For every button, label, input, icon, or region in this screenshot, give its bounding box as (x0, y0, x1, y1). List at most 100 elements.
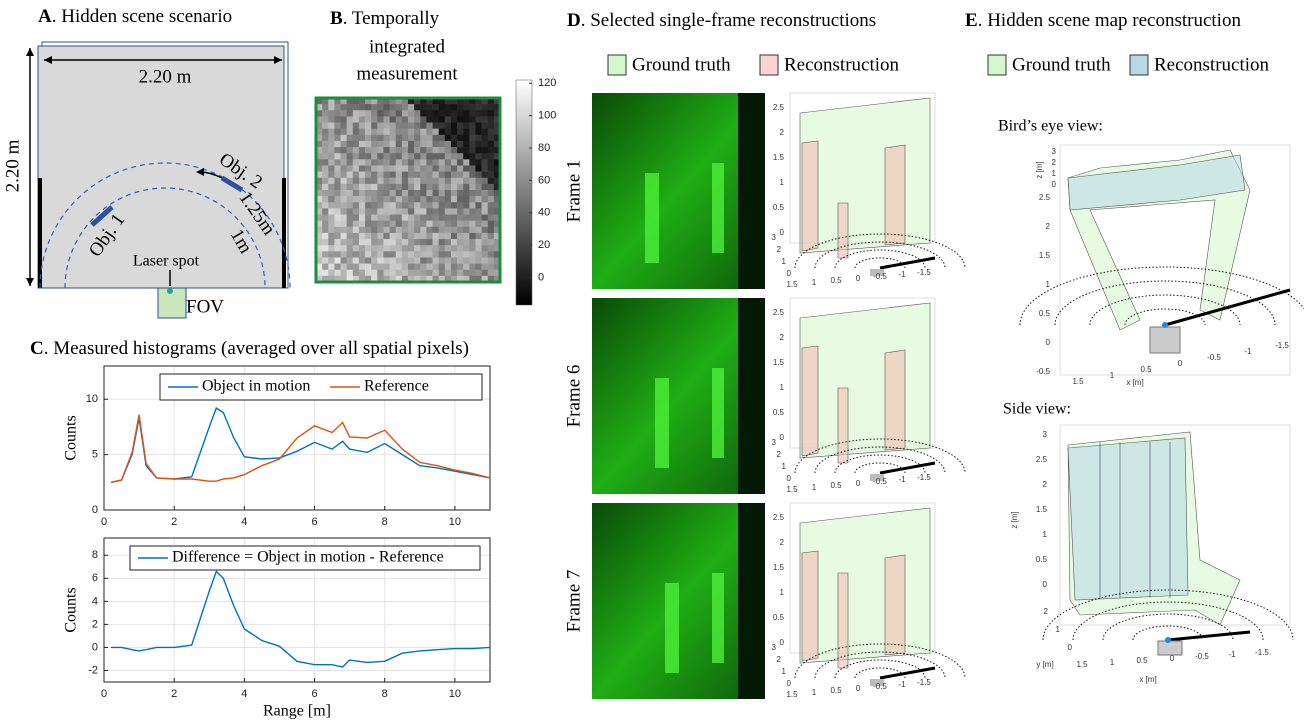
heatmap-pixel (371, 190, 378, 197)
heatmap-pixel (352, 275, 360, 283)
heatmap-pixel (377, 104, 384, 111)
heatmap-pixel (401, 177, 409, 185)
heatmap-pixel (444, 190, 452, 197)
heatmap-pixel (340, 159, 347, 166)
heatmap-pixel (438, 140, 446, 148)
heatmap-pixel (334, 202, 341, 209)
heatmap-pixel (322, 190, 329, 197)
heatmap-pixel (450, 122, 458, 129)
heatmap-pixel (493, 245, 501, 252)
x-tick-label: 1 (812, 688, 817, 697)
heatmap-pixel (322, 171, 329, 179)
heatmap-pixel (322, 245, 329, 252)
heatmap-pixel (408, 202, 415, 209)
heatmap-pixel (328, 263, 335, 271)
heatmap-pixel (469, 183, 476, 191)
heatmap-pixel (352, 202, 360, 209)
heatmap-pixel (322, 159, 329, 166)
heatmap-pixel (352, 214, 360, 221)
heatmap-pixel (377, 232, 384, 240)
heatmap-pixel (395, 220, 403, 228)
heatmap-pixel (408, 98, 415, 105)
heatmap-pixel (334, 251, 341, 258)
heatmap-pixel (358, 147, 366, 154)
z-tick-label: 2 (780, 128, 785, 137)
heatmap-pixel (444, 202, 452, 209)
heatmap-pixel (493, 263, 501, 271)
heatmap-pixel (426, 140, 433, 148)
heatmap-pixel (475, 220, 482, 228)
heatmap-pixel (463, 226, 470, 234)
heatmap-pixel (346, 110, 354, 117)
heatmap-pixel (438, 196, 446, 203)
heatmap-pixel (371, 134, 378, 142)
range-arc (854, 257, 906, 269)
heatmap-pixel (469, 251, 476, 258)
heatmap-pixel (457, 232, 464, 240)
heatmap-pixel (493, 165, 501, 172)
wall-line (1164, 288, 1291, 327)
heatmap-pixel (408, 214, 415, 221)
heatmap-pixel (475, 134, 482, 142)
heatmap-pixel (432, 147, 439, 154)
heatmap-pixel (371, 245, 378, 252)
x-tick-label: 1 (1110, 371, 1115, 380)
heatmap-pixel (450, 214, 458, 221)
heatmap-pixel (328, 226, 335, 234)
reconstruction-wall (801, 345, 819, 457)
reconstruction-wall (1067, 154, 1246, 211)
x-tick-label: -1.5 (917, 473, 931, 482)
heatmap-pixel (383, 196, 390, 203)
x-tick-label: -1 (898, 475, 906, 484)
heatmap-pixel (328, 257, 335, 264)
heatmap-pixel (408, 147, 415, 154)
heatmap-pixel (444, 226, 452, 234)
heatmap-pixel (463, 202, 470, 209)
heatmap-pixel (322, 263, 329, 271)
heatmap-pixel (469, 226, 476, 234)
z-tick-label: 1.5 (773, 153, 785, 162)
panel-title: C. Measured histograms (averaged over al… (30, 338, 469, 359)
heatmap-pixel (316, 98, 323, 105)
heatmap-pixel (328, 202, 335, 209)
y-tick-label: 2 (777, 245, 782, 254)
heatmap-pixel (328, 140, 335, 148)
heatmap-pixel (481, 269, 489, 277)
photo-object (712, 368, 724, 458)
heatmap-pixel (432, 202, 439, 209)
heatmap-pixel (346, 263, 354, 271)
heatmap-pixel (457, 190, 464, 197)
heatmap-pixel (475, 263, 482, 271)
heatmap-pixel (420, 196, 427, 203)
heatmap-pixel (316, 159, 323, 166)
heatmap-pixel (377, 147, 384, 154)
heatmap-pixel (493, 269, 501, 277)
heatmap-pixel (444, 110, 452, 117)
heatmap-pixel (469, 245, 476, 252)
heatmap-pixel (377, 165, 384, 172)
heatmap-pixel (346, 122, 354, 129)
heatmap-pixel (334, 171, 341, 179)
reconstruction-wall (801, 550, 819, 662)
y-axis-label: y [m] (1036, 660, 1053, 669)
heatmap-pixel (487, 134, 495, 142)
heatmap-pixel (450, 226, 458, 234)
heatmap-pixel (463, 110, 470, 117)
panel-title-text: integrated (369, 36, 445, 57)
heatmap-pixel (493, 134, 501, 142)
heatmap-pixel (322, 269, 329, 277)
heatmap-pixel (401, 196, 409, 203)
heatmap-pixel (389, 104, 397, 111)
heatmap-pixel (401, 122, 409, 129)
heatmap-pixel (450, 171, 458, 179)
heatmap-pixel (463, 275, 470, 283)
heatmap-pixel (365, 190, 372, 197)
heatmap-pixel (481, 128, 489, 136)
heatmap (316, 98, 501, 283)
legend-label: Ground truth (1012, 54, 1111, 75)
heatmap-pixel (346, 214, 354, 221)
heatmap-pixel (371, 263, 378, 271)
heatmap-pixel (389, 257, 397, 264)
colorbar-tick-label: 40 (538, 207, 550, 219)
heatmap-pixel (432, 214, 439, 221)
